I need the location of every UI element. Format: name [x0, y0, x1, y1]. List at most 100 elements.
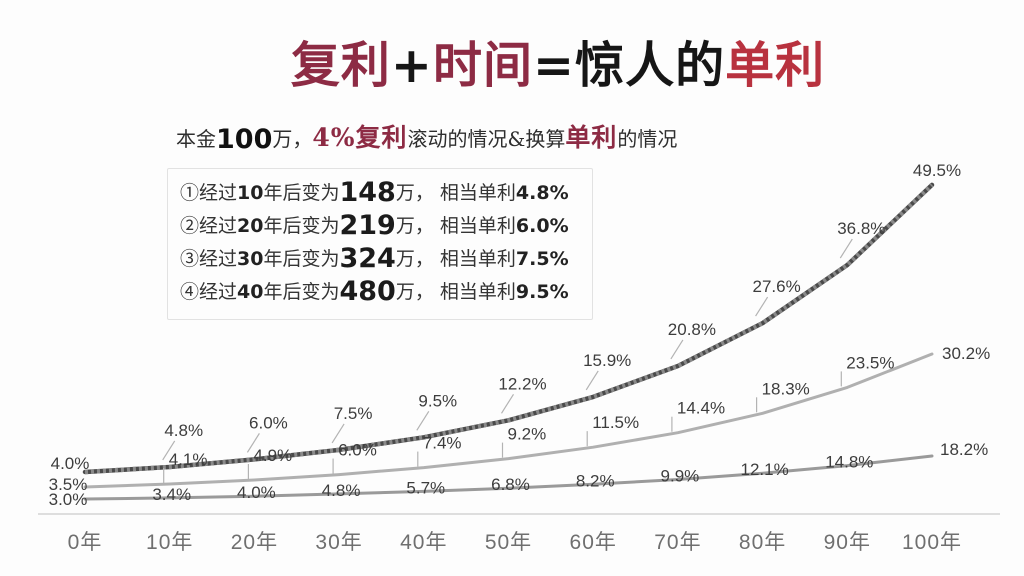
bottom-line-label-7: 9.9% — [661, 466, 700, 485]
bottom-line-label-1: 3.4% — [152, 485, 191, 504]
note-item-4-part-1: 40 — [237, 281, 264, 303]
bottom-line-label-9: 14.8% — [825, 453, 873, 472]
note-item-2-part-4: 万， — [395, 215, 434, 237]
top-line-label-4: 9.5% — [418, 391, 457, 410]
page-title-part-4: 惊人的 — [575, 37, 726, 94]
note-item-1-part-2: 年后变为 — [263, 182, 340, 204]
note-item-4-part-2: 年后变为 — [263, 281, 340, 303]
note-item-2: ②经过20年后变为219万， 相当单利6.0% — [180, 210, 578, 243]
top-line-leader-6 — [585, 370, 599, 391]
middle-line-label-10: 30.2% — [942, 344, 990, 363]
chart-subtitle-part-6: 的情况 — [617, 127, 678, 151]
middle-line-label-5: 9.2% — [508, 425, 547, 444]
top-line-leader-9 — [839, 238, 853, 259]
middle-line-label-6: 11.5% — [592, 413, 639, 432]
top-line-leader-1 — [162, 440, 176, 461]
page-title: 复利+时间=惊人的单利 — [0, 26, 1024, 97]
x-axis-label-6: 60年 — [570, 531, 617, 554]
note-item-3-part-6: 7.5% — [515, 248, 569, 270]
top-line-leader-8 — [755, 296, 769, 317]
top-line-label-0: 4.0% — [51, 454, 90, 473]
top-line-label-9: 36.8% — [837, 219, 885, 238]
chart-subtitle-part-5: 单利 — [565, 123, 618, 152]
top-line-label-6: 15.9% — [583, 351, 631, 370]
note-item-4-part-5: 相当单利 — [433, 281, 516, 303]
middle-line-label-0: 3.5% — [49, 475, 88, 494]
bottom-line-path — [83, 454, 934, 501]
x-axis-label-1: 10年 — [146, 531, 193, 554]
note-item-2-part-2: 年后变为 — [263, 215, 340, 237]
note-item-1-part-5: 相当单利 — [433, 182, 516, 204]
bottom-line-label-6: 8.2% — [576, 471, 615, 490]
x-axis-label-8: 80年 — [739, 531, 786, 554]
note-item-2-part-1: 20 — [237, 215, 264, 237]
note-item-1: ①经过10年后变为148万， 相当单利4.8% — [180, 177, 578, 210]
top-line-texture — [84, 183, 934, 475]
middle-line-label-4: 7.4% — [423, 434, 462, 453]
page-title-part-5: 单利 — [725, 37, 826, 94]
chart-subtitle-part-1: 100 — [216, 124, 273, 155]
note-item-3-part-5: 相当单利 — [433, 248, 516, 270]
x-axis-label-2: 20年 — [231, 531, 278, 554]
top-line-leader-3 — [331, 423, 345, 444]
chart-subtitle-part-2: 万， — [272, 127, 313, 151]
top-line-label-3: 7.5% — [334, 404, 373, 423]
note-item-1-part-0: ①经过 — [180, 182, 238, 204]
x-axis-label-3: 30年 — [315, 531, 362, 554]
x-axis-label-10: 100年 — [902, 531, 962, 554]
middle-line-label-8: 18.3% — [762, 379, 810, 398]
middle-line-label-2: 4.9% — [253, 446, 292, 465]
note-item-2-part-0: ②经过 — [180, 215, 238, 237]
middle-line-label-1: 4.1% — [169, 450, 208, 469]
middle-line-label-9: 23.5% — [846, 353, 894, 372]
page-title-part-3: = — [533, 37, 576, 94]
note-item-3-part-0: ③经过 — [180, 248, 238, 270]
x-axis-label-9: 90年 — [824, 531, 871, 554]
note-item-3: ③经过30年后变为324万， 相当单利7.5% — [180, 243, 578, 276]
note-item-3-part-4: 万， — [395, 248, 434, 270]
middle-line-path — [83, 352, 934, 489]
middle-line-label-7: 14.4% — [677, 399, 725, 418]
note-item-4-part-4: 万， — [395, 281, 434, 303]
top-line-label-8: 27.6% — [752, 277, 800, 296]
note-item-4-part-6: 9.5% — [515, 281, 569, 303]
notes-box: ①经过10年后变为148万， 相当单利4.8% ②经过20年后变为219万， 相当… — [167, 168, 593, 320]
x-axis-label-5: 50年 — [485, 531, 532, 554]
top-line-label-5: 12.2% — [498, 374, 546, 393]
x-axis-label-0: 0年 — [68, 531, 103, 554]
top-line-label-10: 49.5% — [913, 161, 961, 180]
note-item-4-part-3: 480 — [339, 276, 396, 307]
bottom-line-label-8: 12.1% — [740, 460, 788, 479]
page-title-part-2: 时间 — [432, 37, 533, 94]
page-title-part-0: 复利 — [290, 37, 391, 94]
bottom-line-label-10: 18.2% — [940, 440, 988, 459]
note-item-3-part-1: 30 — [237, 248, 264, 270]
note-item-3-part-2: 年后变为 — [263, 248, 340, 270]
chart-subtitle-part-4: 滚动的情况&换算 — [407, 127, 566, 151]
note-item-1-part-6: 4.8% — [515, 182, 569, 204]
note-item-1-part-3: 148 — [339, 177, 396, 208]
middle-line-label-3: 6.0% — [338, 441, 377, 460]
top-line-label-7: 20.8% — [668, 320, 716, 339]
note-item-2-part-3: 219 — [339, 210, 396, 241]
top-line-leader-7 — [670, 339, 684, 360]
chart-subtitle-part-0: 本金 — [176, 127, 216, 151]
page-title-part-1: + — [390, 37, 433, 94]
note-item-4-part-0: ④经过 — [180, 281, 238, 303]
note-item-1-part-1: 10 — [237, 182, 264, 204]
note-item-1-part-4: 万， — [395, 182, 434, 204]
note-item-3-part-3: 324 — [339, 243, 396, 274]
top-line-leader-4 — [416, 410, 430, 431]
x-axis-label-4: 40年 — [400, 531, 447, 554]
top-line-label-2: 6.0% — [249, 413, 288, 432]
bottom-line-label-5: 6.8% — [491, 475, 530, 494]
top-line-leader-2 — [246, 433, 260, 453]
chart-subtitle: 本金100万，4%复利滚动的情况&换算单利的情况 — [176, 118, 677, 155]
bottom-line-label-2: 4.0% — [237, 483, 276, 502]
bottom-line-label-4: 5.7% — [406, 478, 445, 497]
top-line-leader-5 — [500, 393, 515, 414]
note-item-2-part-6: 6.0% — [515, 215, 569, 237]
note-item-2-part-5: 相当单利 — [433, 215, 516, 237]
